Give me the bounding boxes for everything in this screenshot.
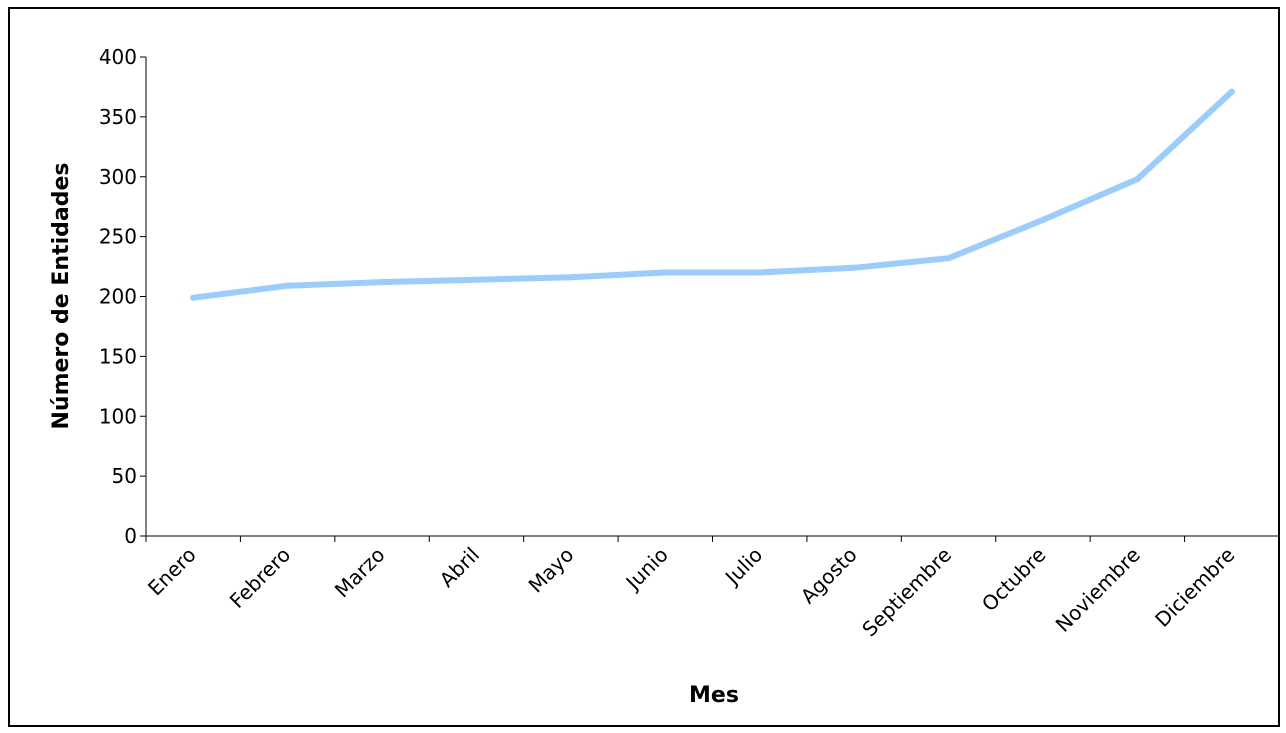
data-point	[1134, 176, 1141, 183]
y-tick-label: 200	[99, 285, 137, 309]
data-point	[945, 255, 952, 262]
x-tick-label: Marzo	[330, 543, 390, 603]
data-point	[379, 279, 385, 286]
y-tick-label: 100	[99, 404, 137, 428]
data-point	[284, 282, 291, 289]
x-axis: Enero Febrero Marzo Abril Mayo Junio Julio Agos…	[143, 535, 1280, 642]
data-point	[473, 276, 480, 283]
data-point	[190, 294, 197, 301]
data-point	[567, 274, 574, 281]
y-axis-title: Número de Entidades	[49, 163, 74, 430]
y-axis: 0 50 100 150 200 250 300 350 400	[99, 45, 147, 548]
series-line	[190, 88, 1235, 301]
chart-frame	[8, 7, 1280, 727]
x-tick-label: Septiembre	[857, 543, 956, 642]
x-tick-label: Abril	[435, 543, 484, 592]
data-point	[662, 269, 669, 276]
y-tick-label: 250	[99, 225, 137, 249]
x-tick-label: Julio	[719, 543, 767, 591]
data-point	[1040, 216, 1046, 223]
y-tick-label: 0	[124, 524, 137, 548]
y-tick-label: 400	[99, 45, 137, 69]
y-tick-label: 300	[99, 165, 137, 189]
series-layer	[190, 88, 1235, 301]
data-point	[756, 269, 763, 276]
data-point	[851, 264, 858, 271]
y-tick-label: 150	[99, 344, 137, 368]
x-axis-title: Mes	[689, 683, 739, 708]
x-tick-label: Febrero	[225, 543, 295, 613]
x-tick-label: Noviembre	[1051, 543, 1145, 637]
x-tick-label: Octubre	[977, 543, 1051, 617]
data-point	[1228, 88, 1235, 95]
x-tick-label: Mayo	[524, 543, 579, 598]
x-tick-label: Diciembre	[1150, 543, 1239, 632]
y-tick-label: 350	[99, 105, 137, 129]
x-tick-label: Enero	[143, 543, 201, 601]
x-tick-label: Agosto	[796, 543, 862, 609]
y-tick-label: 50	[112, 464, 137, 488]
x-tick-label: Junio	[620, 543, 673, 596]
